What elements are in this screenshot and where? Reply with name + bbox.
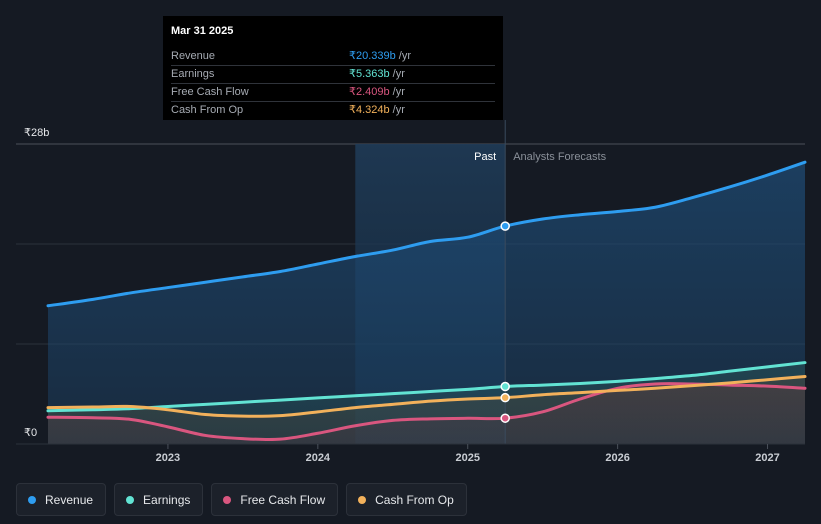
marker-cash-from-op (500, 392, 510, 403)
tooltip-row-earnings: Earnings ₹5.363b /yr (171, 66, 495, 84)
chart-lines (46, 160, 807, 442)
tooltip-value: ₹2.409b (349, 86, 390, 98)
x-tick-label: 2027 (755, 452, 779, 464)
legend-dot-icon (358, 495, 367, 504)
data-tooltip: Mar 31 2025 Revenue ₹20.339b /yr Earning… (163, 16, 503, 120)
legend-dot-icon (28, 495, 36, 504)
chart-markers (500, 221, 510, 423)
series-line-revenue (46, 160, 807, 308)
marker-earnings (500, 381, 510, 392)
marker-free-cash-flow (500, 413, 510, 423)
series-line-earnings (46, 361, 807, 413)
legend-dot-icon (126, 495, 135, 504)
tooltip-date: Mar 31 2025 (171, 25, 234, 37)
chart-legend: Revenue Earnings Free Cash Flow Cash Fro… (16, 483, 467, 516)
legend-label: Cash From Op (375, 492, 454, 507)
tooltip-label: Earnings (171, 68, 215, 80)
marker-revenue (500, 221, 510, 231)
tooltip-row-cash-from-op: Cash From Op ₹4.324b /yr (171, 102, 495, 119)
legend-item-free-cash-flow[interactable]: Free Cash Flow (211, 483, 339, 516)
tooltip-unit: /yr (392, 86, 405, 98)
x-tick-label: 2025 (455, 452, 479, 464)
legend-label: Free Cash Flow (240, 492, 326, 507)
series-line-cash-from-op (46, 375, 807, 418)
tooltip-unit: /yr (392, 104, 405, 116)
x-tick-label: 2026 (605, 452, 629, 464)
y-axis-top-label: ₹28b (24, 127, 49, 139)
legend-dot-icon (223, 495, 232, 504)
legend-label: Revenue (45, 492, 94, 507)
tooltip-value: ₹4.324b (349, 104, 390, 116)
legend-item-cash-from-op[interactable]: Cash From Op (346, 483, 467, 516)
legend-label: Earnings (143, 492, 191, 507)
tooltip-label: Cash From Op (171, 104, 244, 116)
x-axis-ticks: 2023 2024 2025 2026 2027 (16, 443, 805, 464)
legend-item-earnings[interactable]: Earnings (114, 483, 204, 516)
tooltip-unit: /yr (398, 50, 411, 62)
series-line-free-cash-flow (46, 382, 807, 442)
tooltip-row-free-cash-flow: Free Cash Flow ₹2.409b /yr (171, 84, 495, 102)
tooltip-value: ₹20.339b (349, 50, 396, 62)
tooltip-value: ₹5.363b (349, 68, 390, 80)
past-label: Past (474, 151, 496, 163)
forecast-label: Analysts Forecasts (513, 151, 606, 163)
x-tick-label: 2023 (156, 452, 180, 464)
x-tick-label: 2024 (306, 452, 331, 464)
tooltip-row-revenue: Revenue ₹20.339b /yr (171, 48, 495, 66)
tooltip-label: Revenue (171, 50, 216, 62)
tooltip-label: Free Cash Flow (171, 86, 249, 98)
y-axis-bottom-label: ₹0 (24, 427, 37, 439)
tooltip-unit: /yr (392, 68, 405, 80)
series-area-cash-from-op (48, 376, 805, 444)
series-area-revenue (48, 162, 805, 444)
legend-item-revenue[interactable]: Revenue (16, 483, 107, 516)
